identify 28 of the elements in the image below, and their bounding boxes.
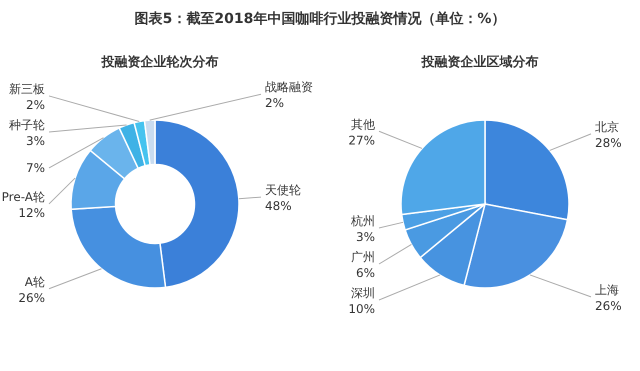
data-label: 2% bbox=[265, 96, 284, 110]
slice-label: 新三板 bbox=[9, 82, 45, 96]
slice-label: 北京 bbox=[595, 120, 619, 134]
data-label: 26% bbox=[18, 290, 45, 305]
slice-label: 广州 bbox=[351, 250, 375, 264]
slice-label: 战略融资 bbox=[265, 80, 313, 94]
data-label: 10% bbox=[348, 302, 375, 316]
slice-label: 种子轮 bbox=[9, 118, 45, 132]
slice-label: 深圳 bbox=[351, 286, 375, 300]
slice-label: 杭州 bbox=[350, 214, 375, 228]
data-label: 28% bbox=[595, 136, 622, 150]
slice-label: 天使轮 bbox=[265, 183, 301, 198]
data-label: 27% bbox=[348, 133, 375, 148]
data-label: 2% bbox=[26, 98, 45, 112]
slice-label: 其他 bbox=[351, 117, 375, 132]
slice-label: Pre-A轮 bbox=[2, 190, 45, 204]
data-label: 12% bbox=[18, 206, 45, 220]
data-label: 6% bbox=[356, 266, 375, 280]
data-label: 3% bbox=[26, 134, 45, 148]
slice-label: 上海 bbox=[595, 282, 619, 297]
data-label: 26% bbox=[595, 298, 622, 313]
data-label: 3% bbox=[356, 230, 375, 244]
data-label: 48% bbox=[265, 199, 292, 214]
slice-label: A轮 bbox=[24, 274, 45, 289]
chart-title: 投融资企业轮次分布 bbox=[100, 54, 220, 71]
text: 图表5：截至2018年中国咖啡行业投融资情况（单位：%） bbox=[134, 10, 506, 28]
data-label: 7% bbox=[26, 160, 45, 175]
chart-title: 投融资企业区域分布 bbox=[420, 54, 540, 71]
